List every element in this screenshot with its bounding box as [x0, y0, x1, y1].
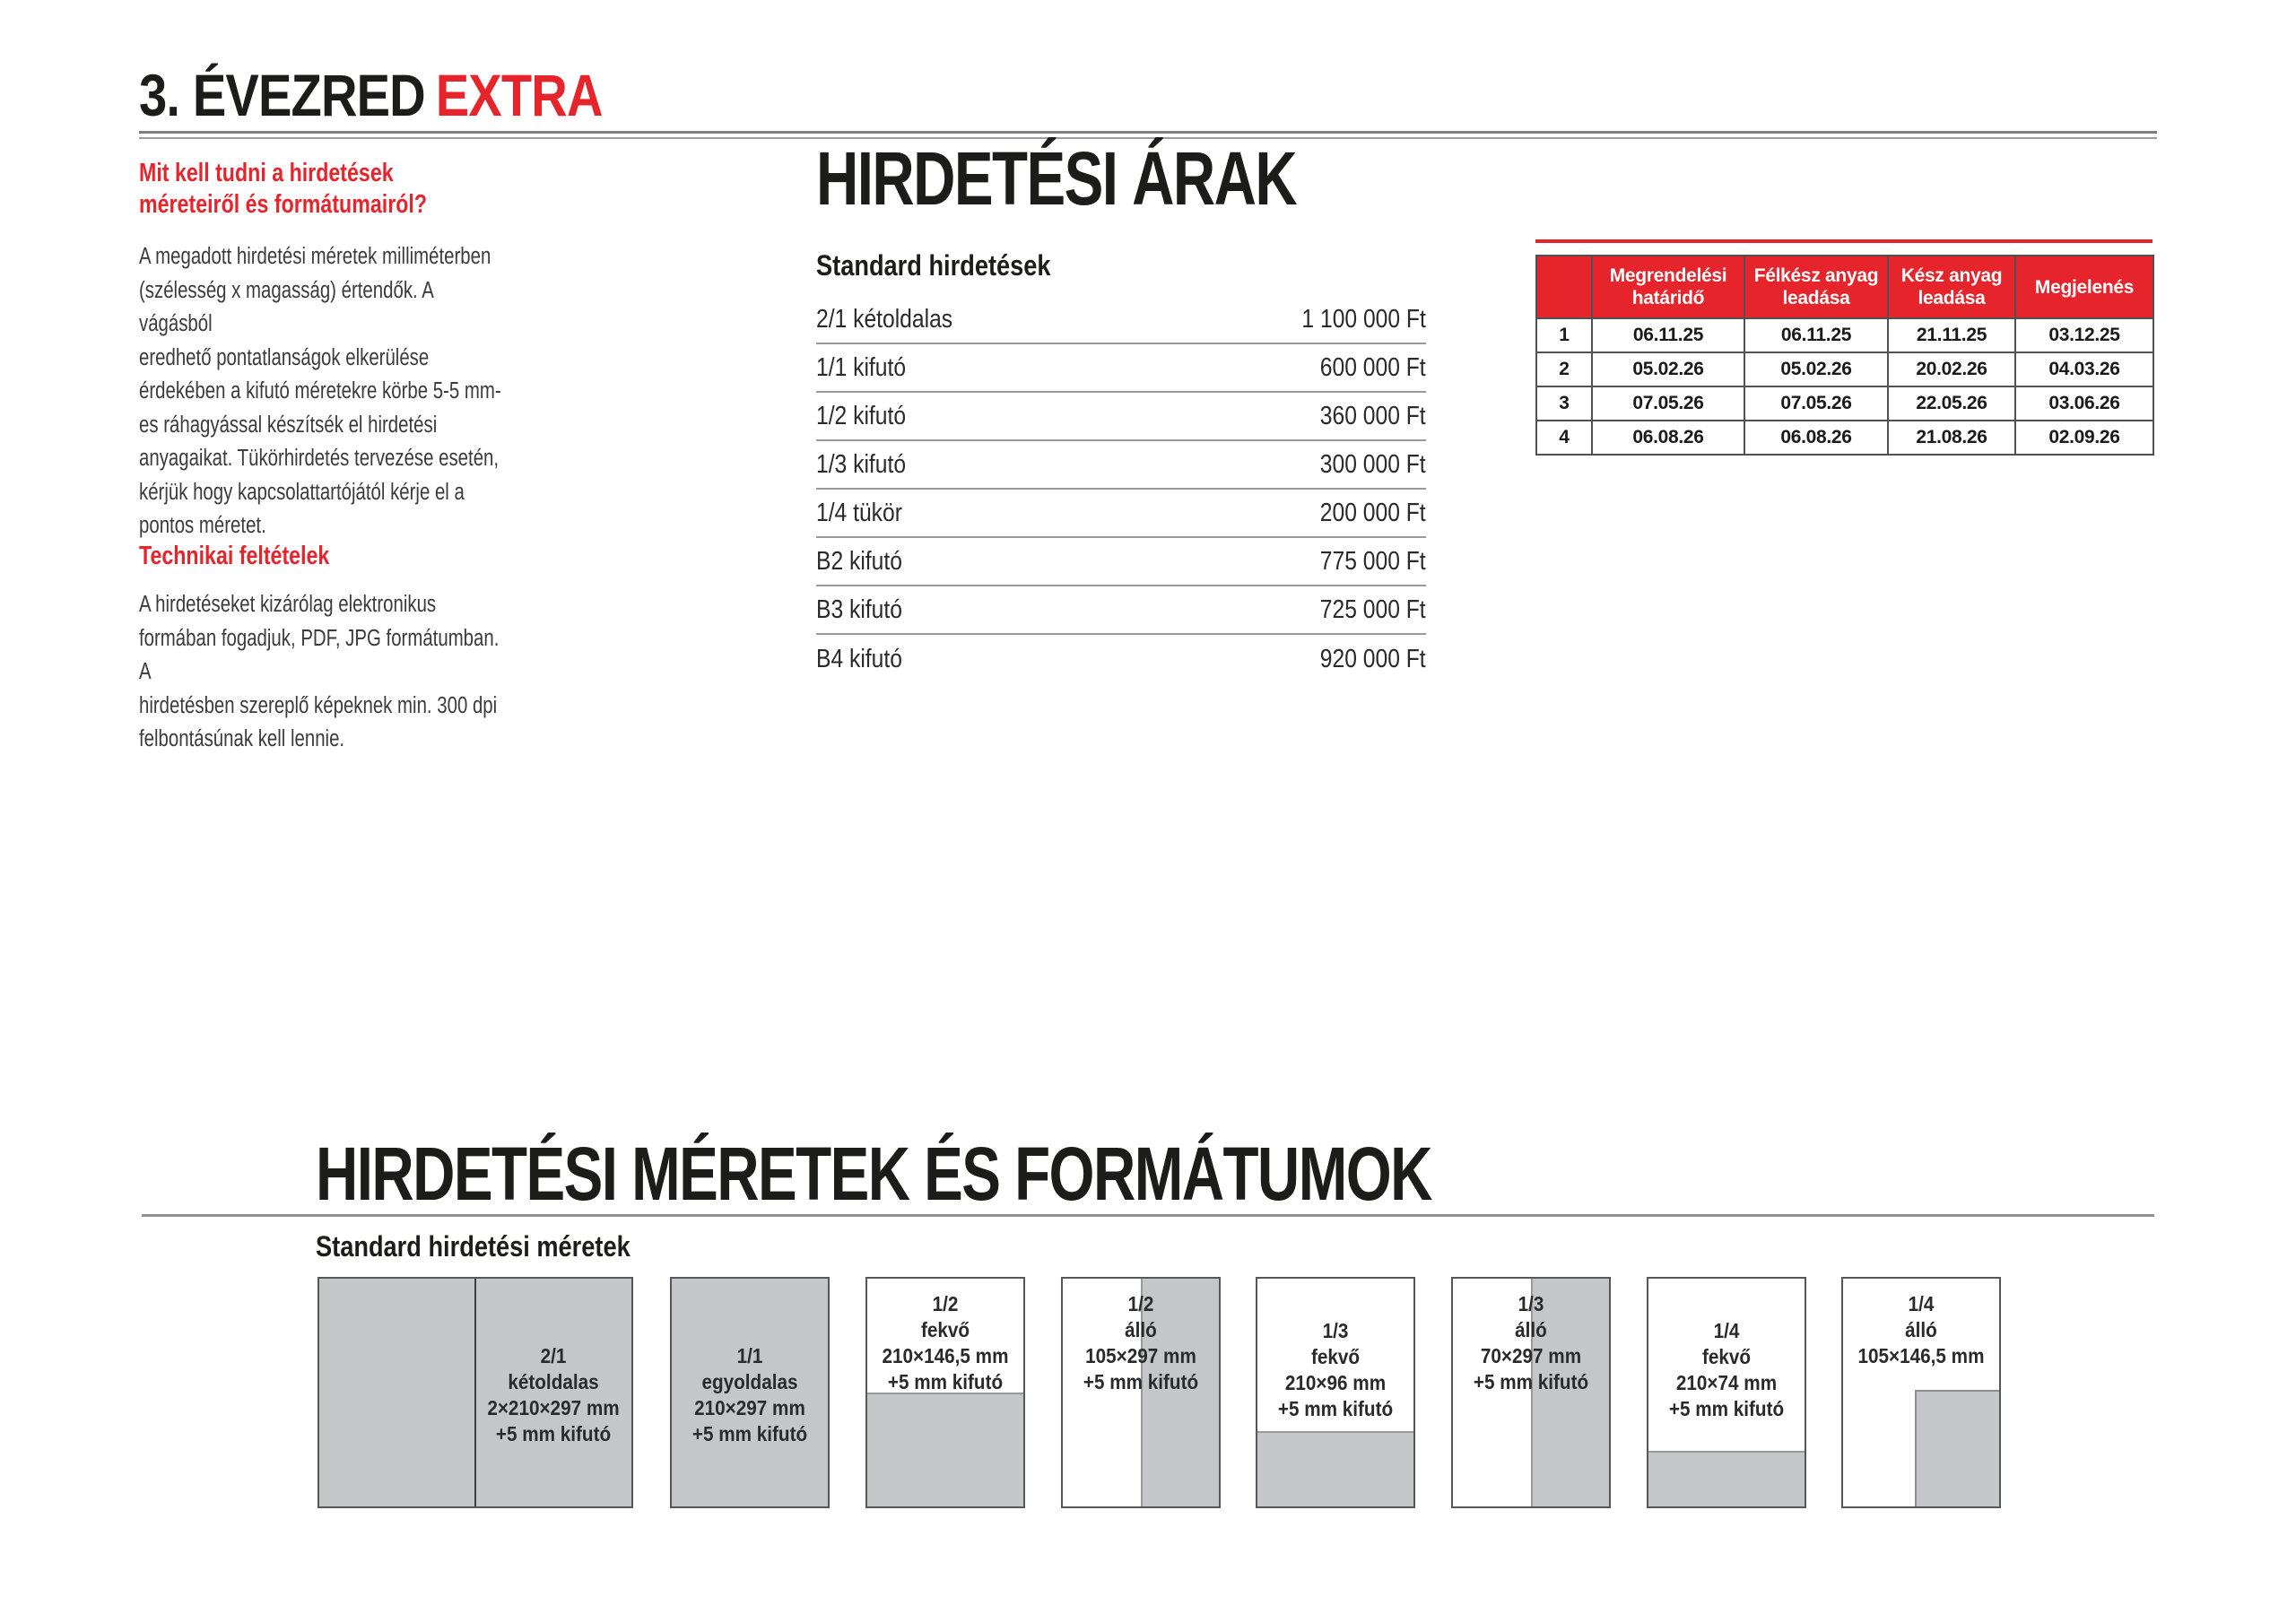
- format-diagram-1-4-landscape: 1/4 fekvő 210×74 mm +5 mm kifutó: [1647, 1277, 1806, 1508]
- schedule-row: 4 06.08.26 06.08.26 21.08.26 02.09.26: [1535, 420, 2154, 456]
- price-row: 2/1 kétoldalas 1 100 000 Ft: [816, 296, 1426, 344]
- format-diagram-1-1: 1/1 egyoldalas 210×297 mm +5 mm kifutó: [670, 1277, 830, 1508]
- prices-section-heading: HIRDETÉSI ÁRAK: [816, 136, 1298, 221]
- publication-date: 03.12.25: [2014, 317, 2154, 353]
- format-diagram-1-4-portrait: 1/4 álló 105×146,5 mm: [1841, 1277, 2001, 1508]
- prices-subheading: Standard hirdetések: [816, 249, 1051, 282]
- schedule-row: 3 07.05.26 07.05.26 22.05.26 03.06.26: [1535, 386, 2154, 421]
- semifinal-deadline: 07.05.26: [1744, 386, 1889, 421]
- order-deadline: 05.02.26: [1591, 352, 1745, 387]
- format-label: 2/1 kétoldalas 2×210×297 mm +5 mm kifutó: [487, 1344, 620, 1445]
- price-label: 1/3 kifutó: [816, 449, 907, 479]
- page-title-red: EXTRA: [435, 62, 604, 128]
- price-value: 1 100 000 Ft: [1301, 304, 1426, 334]
- price-value: 360 000 Ft: [1320, 401, 1426, 430]
- schedule-header-row: Megrendelési határidő Félkész anyag lead…: [1535, 255, 2154, 319]
- format-label: 1/1 egyoldalas 210×297 mm +5 mm kifutó: [691, 1344, 808, 1445]
- publication-date: 02.09.26: [2014, 420, 2154, 456]
- semifinal-deadline: 05.02.26: [1744, 352, 1889, 387]
- price-list: 2/1 kétoldalas 1 100 000 Ft 1/1 kifutó 6…: [816, 296, 1426, 683]
- price-label: B4 kifutó: [816, 644, 902, 673]
- sizes-info-body: A megadott hirdetési méretek milliméterb…: [139, 244, 501, 538]
- format-label: 1/3 álló 70×297 mm +5 mm kifutó: [1473, 1292, 1589, 1393]
- price-label: 2/1 kétoldalas: [816, 304, 953, 334]
- semifinal-deadline: 06.11.25: [1744, 317, 1889, 353]
- ad-area: [1257, 1431, 1413, 1506]
- price-label: 1/1 kifutó: [816, 352, 907, 382]
- format-diagram-2-1-spread: 2/1 kétoldalas 2×210×297 mm +5 mm kifutó: [317, 1277, 633, 1508]
- price-row: 1/2 kifutó 360 000 Ft: [816, 393, 1426, 441]
- left-column: Mit kell tudni a hirdetések méreteiről é…: [139, 0, 501, 807]
- format-diagram-1-2-landscape: 1/2 fekvő 210×146,5 mm +5 mm kifutó: [865, 1277, 1025, 1508]
- price-row: B4 kifutó 920 000 Ft: [816, 635, 1426, 683]
- final-deadline: 21.11.25: [1887, 317, 2016, 353]
- price-label: 1/2 kifutó: [816, 401, 907, 430]
- spread-gutter-line: [474, 1279, 476, 1506]
- format-diagram-1-3-portrait: 1/3 álló 70×297 mm +5 mm kifutó: [1451, 1277, 1611, 1508]
- ad-area: [1141, 1279, 1219, 1506]
- format-diagram-1-2-portrait: 1/2 álló 105×297 mm +5 mm kifutó: [1061, 1277, 1221, 1508]
- price-value: 920 000 Ft: [1320, 644, 1426, 673]
- schedule-row: 2 05.02.26 05.02.26 20.02.26 04.03.26: [1535, 352, 2154, 387]
- ad-area: [1648, 1450, 1805, 1506]
- schedule-header-semifinal-material: Félkész anyag leadása: [1744, 255, 1889, 319]
- price-value: 300 000 Ft: [1320, 449, 1426, 479]
- order-deadline: 07.05.26: [1591, 386, 1745, 421]
- price-row: 1/3 kifutó 300 000 Ft: [816, 441, 1426, 490]
- sizes-info-heading: Mit kell tudni a hirdetések méreteiről é…: [139, 159, 428, 219]
- schedule-header-final-material: Kész anyag leadása: [1887, 255, 2016, 319]
- formats-subheading: Standard hirdetési méretek: [316, 1230, 631, 1263]
- format-label: 1/4 fekvő 210×74 mm +5 mm kifutó: [1668, 1319, 1785, 1420]
- schedule-header-empty: [1535, 255, 1593, 319]
- order-deadline: 06.11.25: [1591, 317, 1745, 353]
- title-divider: [139, 131, 2157, 139]
- publication-date: 04.03.26: [2014, 352, 2154, 387]
- price-row: B3 kifutó 725 000 Ft: [816, 586, 1426, 635]
- price-value: 600 000 Ft: [1320, 352, 1426, 382]
- page-title: 3. ÉVEZRED EXTRA: [139, 61, 603, 129]
- schedule-top-rule: [1535, 239, 2152, 243]
- formats-divider: [142, 1214, 2154, 1217]
- semifinal-deadline: 06.08.26: [1744, 420, 1889, 456]
- ad-area: [1531, 1279, 1609, 1506]
- price-label: B3 kifutó: [816, 595, 902, 624]
- final-deadline: 22.05.26: [1887, 386, 2016, 421]
- issue-number: 2: [1535, 352, 1593, 387]
- schedule-header-order-deadline: Megrendelési határidő: [1591, 255, 1745, 319]
- technical-body: A hirdetéseket kizárólag elektronikus fo…: [139, 592, 500, 751]
- issue-number: 1: [1535, 317, 1593, 353]
- schedule-row: 1 06.11.25 06.11.25 21.11.25 03.12.25: [1535, 317, 2154, 353]
- page-title-black: 3. ÉVEZRED: [139, 62, 426, 128]
- publication-date: 03.06.26: [2014, 386, 2154, 421]
- format-label: 1/2 álló 105×297 mm +5 mm kifutó: [1083, 1292, 1199, 1393]
- format-diagram-1-3-landscape: 1/3 fekvő 210×96 mm +5 mm kifutó: [1256, 1277, 1415, 1508]
- price-row: B2 kifutó 775 000 Ft: [816, 538, 1426, 586]
- format-label: 1/4 álló 105×146,5 mm: [1857, 1292, 1985, 1367]
- final-deadline: 20.02.26: [1887, 352, 2016, 387]
- schedule-header-publication: Megjelenés: [2014, 255, 2154, 319]
- price-row: 1/1 kifutó 600 000 Ft: [816, 344, 1426, 393]
- format-label: 1/3 fekvő 210×96 mm +5 mm kifutó: [1277, 1319, 1394, 1420]
- final-deadline: 21.08.26: [1887, 420, 2016, 456]
- price-label: B2 kifutó: [816, 546, 902, 576]
- issue-number: 4: [1535, 420, 1593, 456]
- ad-area: [867, 1393, 1023, 1506]
- price-value: 200 000 Ft: [1320, 498, 1426, 527]
- price-row: 1/4 tükör 200 000 Ft: [816, 490, 1426, 538]
- issue-number: 3: [1535, 386, 1593, 421]
- price-value: 725 000 Ft: [1320, 595, 1426, 624]
- price-label: 1/4 tükör: [816, 498, 902, 527]
- technical-heading: Technikai feltételek: [139, 542, 330, 570]
- schedule-table: Megrendelési határidő Félkész anyag lead…: [1535, 255, 2154, 456]
- format-label: 1/2 fekvő 210×146,5 mm +5 mm kifutó: [882, 1292, 1009, 1393]
- price-value: 775 000 Ft: [1320, 546, 1426, 576]
- ad-area: [1915, 1390, 1999, 1506]
- formats-section-heading: HIRDETÉSI MÉRETEK ÉS FORMÁTUMOK: [316, 1132, 1432, 1216]
- order-deadline: 06.08.26: [1591, 420, 1745, 456]
